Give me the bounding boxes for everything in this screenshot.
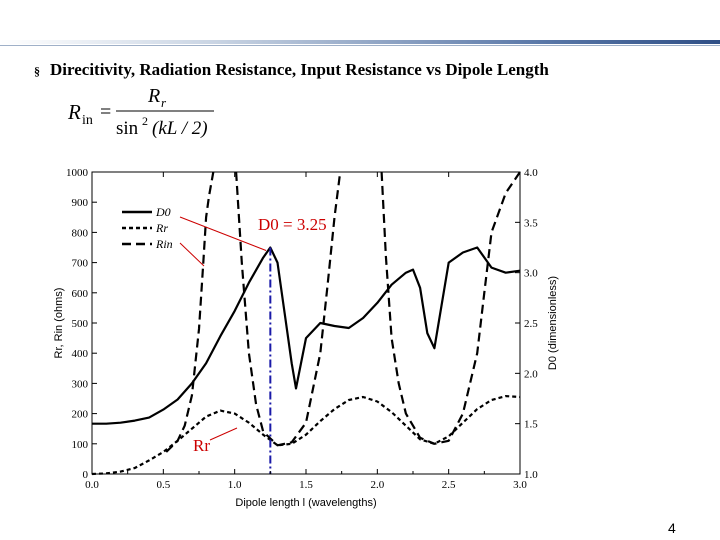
left-tick-label: 500 [72, 318, 89, 330]
formula-den-sin: sin [116, 118, 139, 139]
rin-formula: R in = R r sin 2 (kL / 2) [67, 85, 214, 139]
right-tick-label: 3.0 [524, 268, 538, 280]
right-tick-label: 4.0 [524, 167, 538, 179]
left-tick-label: 1000 [66, 167, 89, 179]
ticks-layer: 0.0 0.5 1.0 1.5 2.0 2.5 3.0 0 100 200 300 400 500 600… [66, 167, 538, 491]
x-tick-label: 2.0 [370, 479, 384, 491]
heading-text: Direcitivity, Radiation Resistance, Inpu… [50, 60, 549, 79]
legend-label-rr: Rr [155, 221, 168, 235]
x-axis-label: Dipole length l (wavelengths) [235, 497, 376, 509]
bullet-icon: § [34, 64, 40, 78]
top-accent-bar [0, 40, 720, 46]
left-tick-label: 400 [72, 348, 89, 360]
page-number: 4 [668, 520, 676, 536]
x-tick-label: 1.0 [228, 479, 242, 491]
right-tick-label: 1.0 [524, 469, 538, 481]
x-tick-label: 0.5 [156, 479, 170, 491]
top-gradient [0, 40, 720, 44]
x-tick-label: 3.0 [513, 479, 527, 491]
left-tick-label: 600 [72, 288, 89, 300]
right-tick-label: 1.5 [524, 419, 538, 431]
series-layer [91, 171, 521, 476]
annotation-rr: Rr [193, 436, 210, 455]
formula-eq: = [100, 101, 111, 123]
annotation-arrow-d0-peak [179, 216, 267, 251]
legend-label-d0: D0 [155, 205, 171, 219]
left-tick-label: 800 [72, 227, 89, 239]
left-tick-label: 0 [83, 469, 89, 481]
formula-lhs: R [67, 100, 81, 124]
top-rule [0, 45, 720, 46]
right-tick-label: 2.0 [524, 368, 538, 380]
left-tick-label: 100 [72, 439, 89, 451]
left-axis-label: Rr, Rin (ohms) [53, 288, 65, 359]
right-tick-label: 3.5 [524, 217, 538, 229]
annotation-arrow-d0-legend [179, 242, 205, 267]
formula-lhs-sub: in [82, 113, 93, 128]
series-rin [165, 171, 521, 453]
right-tick-label: 2.5 [524, 318, 538, 330]
annotation-d0: D0 = 3.25 [258, 215, 327, 234]
right-axis-label: D0 (dimensionless) [547, 276, 559, 370]
left-tick-label: 200 [72, 409, 89, 421]
formula-den-exp: 2 [142, 114, 148, 128]
left-tick-label: 700 [72, 258, 89, 270]
series-rr [91, 395, 521, 476]
x-tick-label: 1.5 [299, 479, 313, 491]
left-tick-label: 900 [72, 197, 89, 209]
x-tick-label: 2.5 [442, 479, 456, 491]
legend: D0 Rr Rin [122, 205, 173, 251]
annotation-arrow-rr [209, 427, 238, 441]
formula-den-arg: (kL / 2) [152, 118, 208, 139]
annotation-layer: D0 = 3.25 Rr [179, 215, 327, 455]
slide-heading: § Direcitivity, Radiation Resistance, Inp… [34, 60, 549, 80]
formula-num: R [147, 85, 160, 107]
x-tick-label: 0.0 [85, 479, 99, 491]
legend-label-rin: Rin [155, 237, 173, 251]
series-d0 [92, 246, 521, 425]
left-tick-label: 300 [72, 378, 89, 390]
formula-num-sub: r [161, 95, 167, 110]
